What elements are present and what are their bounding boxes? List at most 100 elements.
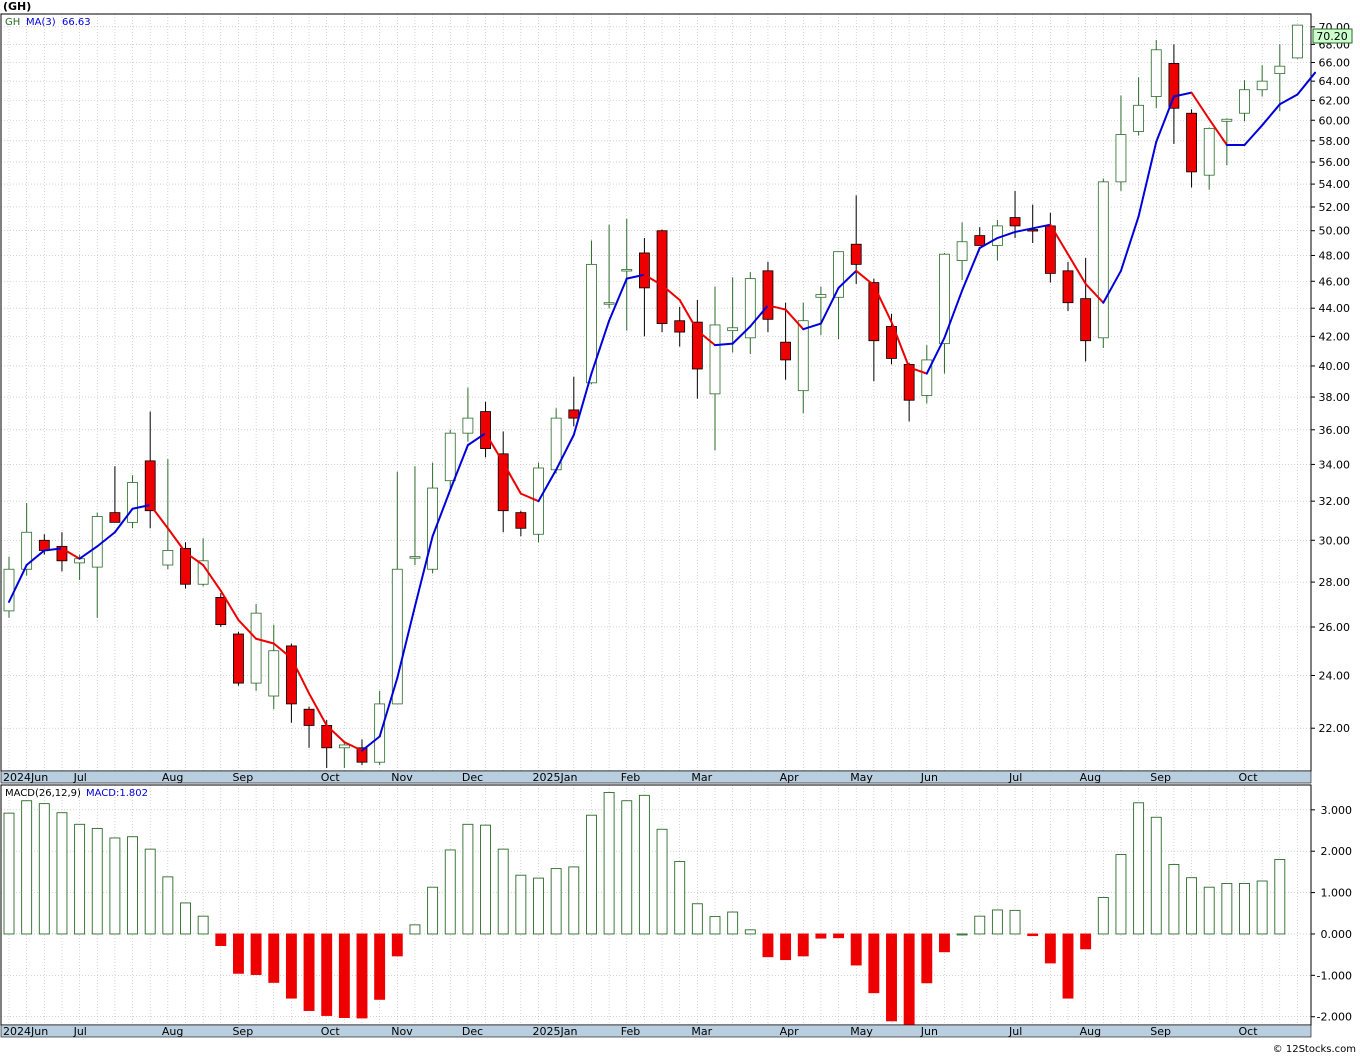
candle — [709, 286, 721, 451]
macd-axis: -2.000 -1.000 0.000 1.000 2.000 3.000 — [1311, 804, 1352, 1024]
macd-bar-negative — [374, 933, 386, 1000]
date-axis-band-lower — [0, 1024, 1312, 1038]
date-label: 2025Jan — [533, 771, 578, 784]
candle-body-down — [233, 633, 244, 684]
macd-bar-negative — [939, 933, 950, 953]
candle-body-up — [603, 302, 615, 305]
candle — [1168, 44, 1180, 144]
candle — [1150, 39, 1162, 109]
macd-bar-negative — [921, 933, 933, 984]
macd-bar-negative — [321, 933, 333, 1016]
macd-bar-negative — [391, 933, 403, 957]
candle — [674, 306, 686, 347]
ma-segment — [431, 488, 452, 538]
ma-segment — [149, 503, 169, 530]
candle-body-down — [974, 235, 986, 246]
date-label: Aug — [1080, 1025, 1101, 1038]
macd-bar-positive — [1168, 863, 1180, 935]
macd-histogram — [3, 791, 1286, 1026]
candle-body-down — [109, 512, 121, 523]
macd-bar-positive — [1150, 816, 1162, 935]
ma-segment — [1296, 71, 1317, 96]
candle-body-down — [868, 282, 880, 342]
macd-tick-label: 0.000 — [1321, 928, 1353, 941]
candle — [303, 706, 315, 748]
date-label: Mar — [691, 1025, 712, 1038]
ma-segment — [60, 547, 81, 560]
candle-body-down — [639, 252, 650, 289]
candle-body-up — [462, 417, 474, 434]
date-label: Aug — [162, 1025, 183, 1038]
price-tick-label: 24.00 — [1319, 669, 1351, 682]
candle — [780, 302, 791, 380]
date-label: 2025Jan — [533, 1025, 578, 1038]
price-tick-label: 60.00 — [1319, 114, 1351, 127]
price-tick-label: 58.00 — [1319, 135, 1351, 148]
date-label: Sep — [1150, 1025, 1171, 1038]
candle — [444, 429, 456, 489]
price-tick-label: 44.00 — [1319, 302, 1351, 315]
macd-bar-positive — [568, 866, 580, 935]
price-tick-label: 40.00 — [1319, 360, 1351, 373]
candle — [727, 277, 739, 353]
price-tick-label: 36.00 — [1319, 424, 1351, 437]
ma-segment — [1208, 118, 1228, 146]
ma-segment — [537, 468, 558, 503]
candle-body-up — [1150, 49, 1162, 97]
candle — [356, 739, 368, 766]
chart-symbol-title: (GH) — [3, 0, 31, 13]
date-label: Jul — [1008, 1025, 1022, 1038]
candle-body-down — [674, 320, 686, 333]
ma-segment — [890, 321, 911, 369]
candle-body-down — [656, 230, 668, 324]
ma-segment — [661, 284, 681, 301]
ma-segment — [184, 551, 205, 567]
macd-bar-positive — [991, 909, 1003, 935]
candle — [1080, 258, 1092, 362]
price-tick-label: 22.00 — [1319, 722, 1351, 735]
candle-body-up — [409, 556, 421, 559]
ma-segment — [43, 547, 63, 552]
ma-segment — [855, 269, 875, 287]
macd-value-label: MACD:1.802 — [86, 788, 148, 799]
macd-bar-positive — [533, 877, 544, 935]
ma-segment — [308, 692, 328, 727]
ma-segment — [819, 286, 840, 325]
macd-bar-negative — [1044, 933, 1056, 964]
ma-segment — [714, 342, 734, 347]
candle-body-down — [1044, 225, 1056, 274]
ma-segment — [837, 269, 858, 289]
candle-body-up — [744, 278, 756, 339]
macd-bar-negative — [1062, 933, 1074, 999]
date-label: Sep — [232, 1025, 253, 1038]
candle-body-up — [162, 550, 174, 566]
candle-body-up — [727, 327, 739, 332]
candle — [374, 690, 386, 766]
date-label: 2024Jun — [3, 771, 48, 784]
candle-body-down — [56, 545, 68, 562]
macd-bar-positive — [1115, 854, 1127, 935]
ma-segment — [572, 372, 593, 436]
candle — [285, 643, 297, 723]
candle-body-down — [497, 453, 509, 512]
macd-bar-negative — [850, 933, 862, 966]
ma-segment — [961, 246, 981, 292]
macd-bar-positive — [974, 915, 986, 935]
price-tick-label: 56.00 — [1319, 156, 1351, 169]
date-label: Oct — [1239, 771, 1259, 784]
macd-tick-label: 1.000 — [1321, 887, 1353, 900]
price-tick-label: 54.00 — [1319, 178, 1351, 191]
candle-body-down — [850, 243, 862, 265]
macd-tick-label: 3.000 — [1321, 804, 1353, 817]
macd-bar-positive — [1221, 883, 1233, 935]
macd-bar-negative — [815, 933, 827, 939]
date-label: Aug — [162, 771, 183, 784]
candle-body-up — [127, 482, 138, 523]
macd-bar-positive — [1009, 909, 1021, 935]
candle — [868, 278, 880, 382]
date-axis-band-upper — [0, 770, 1312, 784]
ma-segment — [8, 564, 28, 603]
date-axis-upper: 2024Jun Jul Aug Sep Oct Nov Dec 2025Jan Feb Mar Ap… — [3, 771, 1258, 784]
macd-bar-negative — [268, 933, 280, 983]
